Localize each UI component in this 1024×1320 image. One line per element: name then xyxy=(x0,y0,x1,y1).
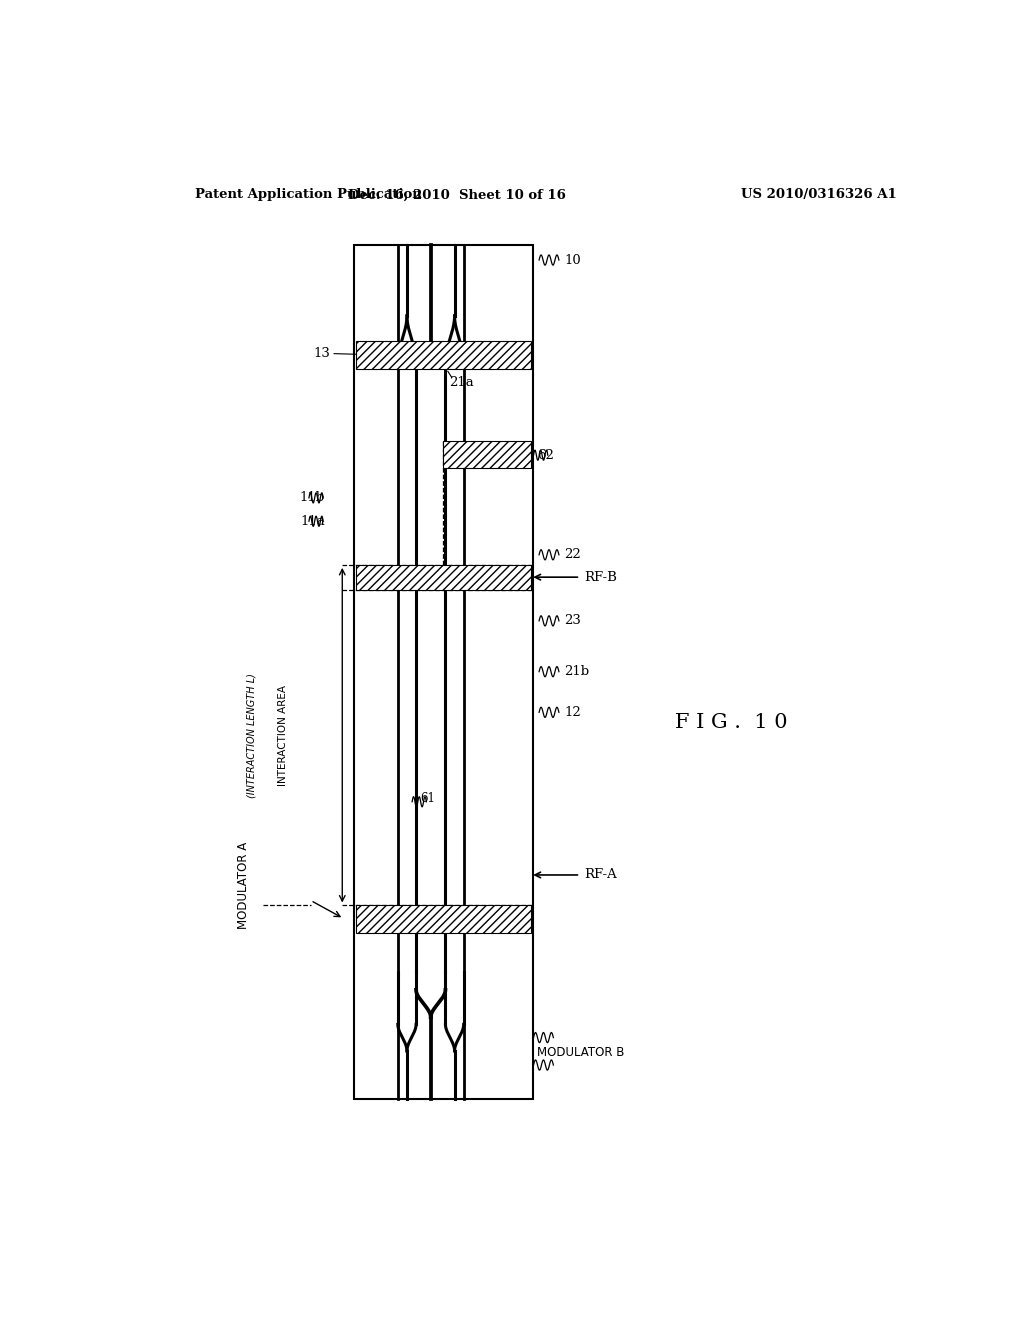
Text: 22: 22 xyxy=(564,548,582,561)
Text: RF-B: RF-B xyxy=(585,570,617,583)
Bar xyxy=(443,441,531,469)
Text: Patent Application Publication: Patent Application Publication xyxy=(196,189,422,202)
Text: (INTERACTION LENGTH L): (INTERACTION LENGTH L) xyxy=(246,673,256,797)
Text: F I G .  1 0: F I G . 1 0 xyxy=(675,713,787,733)
Bar xyxy=(354,244,532,1098)
Text: 21b: 21b xyxy=(564,665,590,678)
Bar xyxy=(355,565,531,590)
Text: Dec. 16, 2010  Sheet 10 of 16: Dec. 16, 2010 Sheet 10 of 16 xyxy=(348,189,566,202)
Text: 62: 62 xyxy=(537,449,554,462)
Text: 23: 23 xyxy=(564,614,582,627)
Text: MODULATOR B: MODULATOR B xyxy=(537,1047,624,1060)
Text: INTERACTION AREA: INTERACTION AREA xyxy=(278,685,288,785)
Text: 12: 12 xyxy=(564,706,582,719)
Text: MODULATOR A: MODULATOR A xyxy=(237,842,250,929)
Text: 61: 61 xyxy=(420,792,435,805)
Text: 10: 10 xyxy=(564,253,582,267)
Text: 13: 13 xyxy=(313,347,331,360)
Text: RF-A: RF-A xyxy=(585,869,617,882)
Text: 11a: 11a xyxy=(300,515,325,528)
Text: 21a: 21a xyxy=(450,375,474,388)
Text: 11b: 11b xyxy=(300,491,325,504)
Text: US 2010/0316326 A1: US 2010/0316326 A1 xyxy=(740,189,896,202)
Bar xyxy=(355,906,531,933)
Bar xyxy=(355,342,531,368)
